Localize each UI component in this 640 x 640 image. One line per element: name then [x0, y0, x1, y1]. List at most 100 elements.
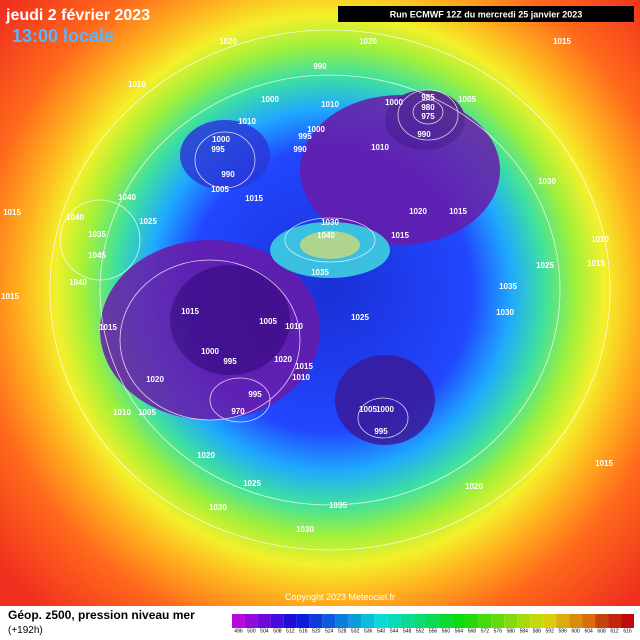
colorbar-label: 500 — [247, 628, 256, 634]
pressure-label: 1030 — [496, 308, 514, 317]
pressure-label: 1015 — [181, 307, 199, 316]
pressure-label: 1030 — [538, 177, 556, 186]
pressure-label: 1035 — [329, 501, 347, 510]
colorbar-swatch — [491, 614, 505, 628]
pressure-label: 1035 — [88, 230, 106, 239]
colorbar-swatch — [543, 614, 557, 628]
pressure-label: 1015 — [3, 208, 21, 217]
pressure-label: 1030 — [209, 503, 227, 512]
pressure-label: 1040 — [66, 213, 84, 222]
pressure-label: 1015 — [99, 323, 117, 332]
pressure-label: 1020 — [409, 207, 427, 216]
pressure-label: 990 — [293, 145, 307, 154]
colorbar-label: 612 — [610, 628, 619, 634]
colorbar-label: 608 — [597, 628, 606, 634]
colorbar-label: 600 — [571, 628, 580, 634]
pressure-label: 1010 — [238, 117, 256, 126]
colorbar-swatch — [439, 614, 453, 628]
run-box — [338, 6, 634, 22]
isobars — [49, 29, 611, 551]
colorbar-swatch — [283, 614, 297, 628]
pressure-label: 995 — [248, 390, 262, 399]
colorbar-swatch — [582, 614, 596, 628]
pressure-label: 1015 — [595, 459, 613, 468]
colorbar-label: 532 — [351, 628, 360, 634]
pressure-label: 1000 — [201, 347, 219, 356]
pressure-label: 1030 — [296, 525, 314, 534]
footer-title: Géop. z500, pression niveau mer — [8, 608, 195, 622]
pressure-label: 995 — [298, 132, 312, 141]
pressure-label: 1020 — [274, 355, 292, 364]
colorbar-label: 552 — [416, 628, 425, 634]
pressure-label: 1020 — [465, 482, 483, 491]
colorbar-label: 568 — [468, 628, 477, 634]
pressure-label: 1025 — [139, 217, 157, 226]
pressure-label: 990 — [417, 130, 431, 139]
pressure-label: 1010 — [591, 235, 609, 244]
colorbar-label: 560 — [442, 628, 451, 634]
pressure-label: 995 — [374, 427, 388, 436]
colorbar-label: 592 — [546, 628, 555, 634]
pressure-label: 1020 — [197, 451, 215, 460]
pressure-label: 995 — [211, 145, 225, 154]
pressure-label: 1000 — [385, 98, 403, 107]
pressure-label: 1040 — [69, 278, 87, 287]
pressure-label: 1010 — [285, 322, 303, 331]
colorbar-swatch — [465, 614, 479, 628]
pressure-label: 1025 — [243, 479, 261, 488]
colorbar-swatch — [309, 614, 323, 628]
pressure-label: 1035 — [499, 282, 517, 291]
colorbar-swatch — [232, 614, 245, 628]
pressure-label: 1020 — [359, 37, 377, 46]
colorbar-label: 548 — [403, 628, 412, 634]
copyright: Copyright 2023 Meteociel.fr — [285, 592, 395, 602]
date: jeudi 2 février 2023 — [5, 7, 150, 24]
pressure-label: 985 — [421, 93, 435, 102]
pressure-label: 1005 — [458, 95, 476, 104]
colorbar-label: 544 — [390, 628, 399, 634]
pressure-label: 1015 — [587, 259, 605, 268]
colorbar-swatch — [530, 614, 544, 628]
colorbar-swatch — [296, 614, 310, 628]
pressure-label: 1010 — [371, 143, 389, 152]
pressure-label: 1010 — [292, 373, 310, 382]
pressure-label: 1015 — [295, 362, 313, 371]
pressure-label: 1010 — [321, 100, 339, 109]
colorbar-label: 580 — [507, 628, 516, 634]
colorbar: 496 500 504 508 512 516 520 524 528 532 536 540 544 5… — [232, 614, 634, 634]
pressure-label: 1005 — [211, 185, 229, 194]
colorbar-label: 508 — [273, 628, 282, 634]
colorbar-swatch — [270, 614, 284, 628]
colorbar-swatch — [413, 614, 427, 628]
colorbar-swatch — [244, 614, 258, 628]
colorbar-label: 596 — [559, 628, 568, 634]
pressure-label: 1005 — [259, 317, 277, 326]
colorbar-swatch — [257, 614, 271, 628]
colorbar-label: 588 — [533, 628, 542, 634]
pressure-label: 1025 — [536, 261, 554, 270]
colorbar-swatch — [400, 614, 414, 628]
colorbar-swatch — [478, 614, 492, 628]
colorbar-label: 564 — [455, 628, 464, 634]
pressure-label: 1010 — [113, 408, 131, 417]
pressure-label: 1010 — [128, 80, 146, 89]
header: jeudi 2 février 2023 13:00 locale Run EC… — [5, 6, 634, 46]
colorbar-swatch — [426, 614, 440, 628]
colorbar-swatch — [595, 614, 609, 628]
colorbar-label: 576 — [494, 628, 503, 634]
pressure-label: 1000 — [212, 135, 230, 144]
colorbar-swatch — [452, 614, 466, 628]
pressure-label: 1045 — [88, 251, 106, 260]
colorbar-label: 604 — [584, 628, 593, 634]
pressure-label: 1015 — [391, 231, 409, 240]
colorbar-label: 540 — [377, 628, 386, 634]
pressure-label: 1015 — [553, 37, 571, 46]
colorbar-swatch — [556, 614, 570, 628]
pressure-label: 980 — [421, 103, 435, 112]
pressure-label: 1000 — [261, 95, 279, 104]
colorbar-label: 536 — [364, 628, 373, 634]
colorbar-swatch — [322, 614, 336, 628]
pressure-label: 1005 — [359, 405, 377, 414]
